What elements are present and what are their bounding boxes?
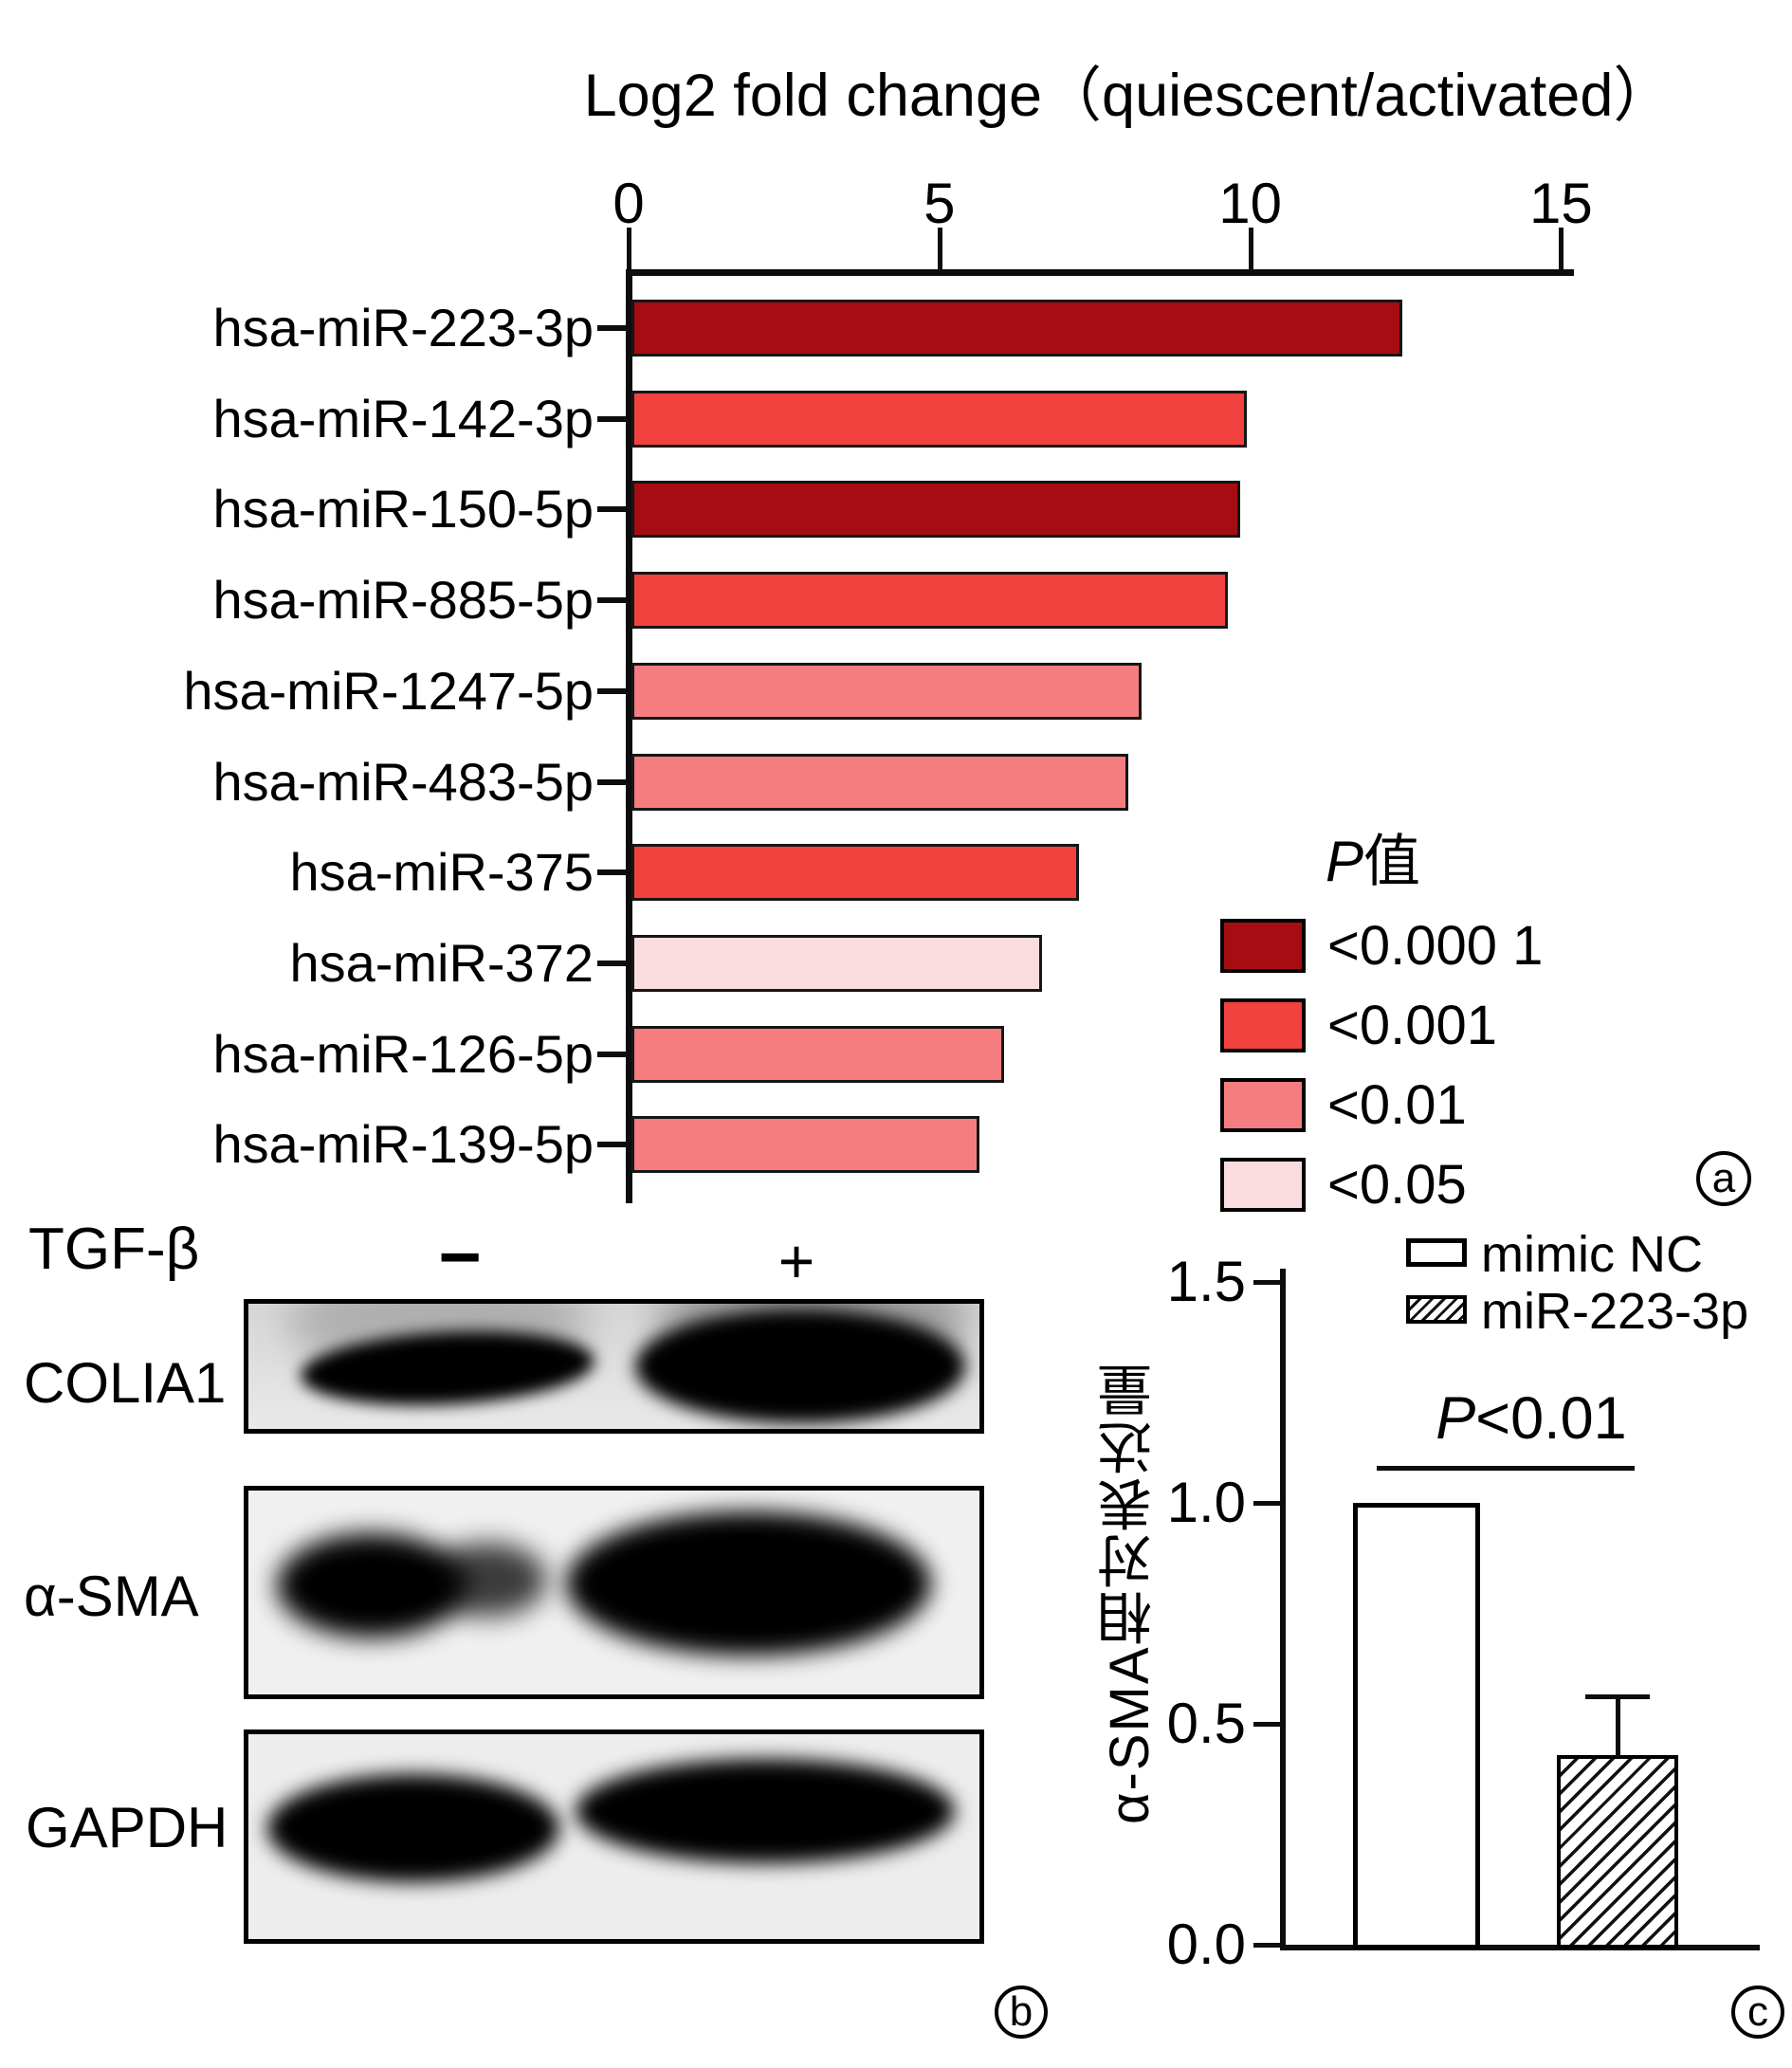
mirna-bar (631, 662, 1142, 720)
mirna-label: hsa-miR-372 (289, 932, 594, 993)
gapdh-label: GAPDH (26, 1796, 229, 1859)
x-tick-mark (1248, 228, 1253, 271)
y-tick-label: 1.5 (1166, 1250, 1246, 1313)
legend-mir223-label: miR-223-3p (1481, 1283, 1749, 1340)
legend-title-cjk: 值 (1363, 830, 1421, 893)
y-tick-mark (1253, 1501, 1280, 1506)
y-tick-label: 0.5 (1166, 1692, 1246, 1755)
panel-c-letter: c (1747, 1988, 1768, 2035)
mirna-bar (631, 844, 1079, 902)
panel-a-title: Log2 fold change（quiescent/activated） (583, 63, 1673, 129)
legend-label: <0.05 (1327, 1154, 1467, 1216)
legend-mimic-nc-label: mimic NC (1481, 1226, 1703, 1283)
mirna-bar (631, 1025, 1004, 1083)
colia1-label: COLIA1 (24, 1351, 227, 1415)
x-tick-label: 5 (923, 172, 956, 235)
mirna-label: hsa-miR-1247-5p (183, 660, 594, 721)
legend-swatch (1220, 1158, 1306, 1212)
asma-band-plus (566, 1511, 931, 1656)
gapdh-band-minus (267, 1774, 559, 1882)
mirna-tick (597, 778, 629, 785)
bar-mir223 (1557, 1755, 1678, 1949)
panel-b-badge: b (995, 1986, 1048, 2039)
legend-swatch (1220, 919, 1306, 973)
asma-blot (244, 1486, 984, 1699)
legend-label: <0.01 (1327, 1074, 1467, 1136)
x-tick-label: 0 (613, 172, 645, 235)
mirna-bar (631, 753, 1128, 811)
x-tick-label: 15 (1529, 172, 1593, 235)
panel-c-badge: c (1731, 1986, 1784, 2039)
panel-a-y-axis (626, 269, 632, 1203)
mirna-bar (631, 572, 1228, 630)
x-tick-label: 10 (1218, 172, 1282, 235)
panel-c-y-axis (1280, 1269, 1286, 1950)
mirna-tick (597, 1142, 629, 1148)
significance-line (1377, 1466, 1635, 1471)
mirna-bar (631, 481, 1240, 539)
y-tick-mark (1253, 1943, 1280, 1948)
legend-mimic-nc-swatch (1406, 1238, 1467, 1267)
mirna-bar (631, 1116, 979, 1174)
legend-swatch (1220, 1078, 1306, 1132)
y-tick-mark (1253, 1280, 1280, 1285)
asma-band-minus-2 (429, 1543, 547, 1617)
tgf-beta-label: TGF-β (28, 1217, 200, 1282)
mirna-label: hsa-miR-150-5p (212, 479, 594, 540)
mirna-bar (631, 390, 1247, 448)
mirna-tick (597, 597, 629, 604)
panel-a-x-axis (626, 269, 1574, 276)
mirna-tick (597, 506, 629, 513)
x-tick-mark (937, 228, 942, 271)
mirna-bar (631, 934, 1042, 992)
legend-title-p: P (1326, 830, 1364, 893)
mirna-tick (597, 687, 629, 694)
legend-swatch (1220, 998, 1306, 1052)
error-bar-line (1616, 1698, 1620, 1757)
y-tick-mark (1253, 1722, 1280, 1727)
mirna-label: hsa-miR-375 (289, 842, 594, 903)
mirna-tick (597, 1051, 629, 1057)
mirna-tick (597, 960, 629, 966)
panel-a-badge: a (1696, 1151, 1751, 1206)
gapdh-band-plus (576, 1759, 955, 1863)
bar-mimic-nc (1353, 1503, 1480, 1949)
mirna-label: hsa-miR-885-5p (212, 570, 594, 631)
mirna-tick (597, 415, 629, 422)
y-tick-label: 0.0 (1166, 1912, 1246, 1976)
panel-b-letter: b (1009, 1988, 1033, 2035)
panel-c-ylabel: α-SMA相对表达量 (1099, 1361, 1161, 1825)
mirna-tick (597, 869, 629, 876)
x-tick-mark (627, 228, 631, 271)
panel-a-letter: a (1711, 1155, 1736, 1201)
legend-label: <0.000 1 (1327, 915, 1544, 977)
x-tick-mark (1559, 228, 1564, 271)
mirna-bar (631, 300, 1402, 357)
mirna-label: hsa-miR-483-5p (212, 751, 594, 812)
colia1-blot (244, 1299, 984, 1434)
mirna-label: hsa-miR-126-5p (212, 1023, 594, 1084)
mirna-label: hsa-miR-223-3p (212, 298, 594, 357)
y-tick-label: 1.0 (1166, 1471, 1246, 1534)
panel-c-x-axis (1280, 1945, 1760, 1950)
mirna-tick (597, 325, 629, 331)
tgf-plus-label: + (777, 1226, 815, 1296)
tgf-minus-label: − (438, 1215, 482, 1298)
panel-a-legend-title: P值 (1326, 815, 1420, 898)
significance-p: P (1435, 1385, 1476, 1452)
mirna-label: hsa-miR-139-5p (212, 1114, 594, 1175)
legend-mir223-swatch (1406, 1295, 1467, 1324)
significance-value: <0.01 (1475, 1385, 1627, 1452)
asma-label: α-SMA (24, 1565, 199, 1628)
gapdh-blot (244, 1729, 984, 1944)
mirna-label: hsa-miR-142-3p (212, 388, 594, 448)
legend-label: <0.001 (1327, 995, 1498, 1056)
colia1-band-plus (635, 1309, 965, 1423)
error-bar-cap (1585, 1694, 1650, 1699)
significance-text: P<0.01 (1384, 1384, 1678, 1453)
